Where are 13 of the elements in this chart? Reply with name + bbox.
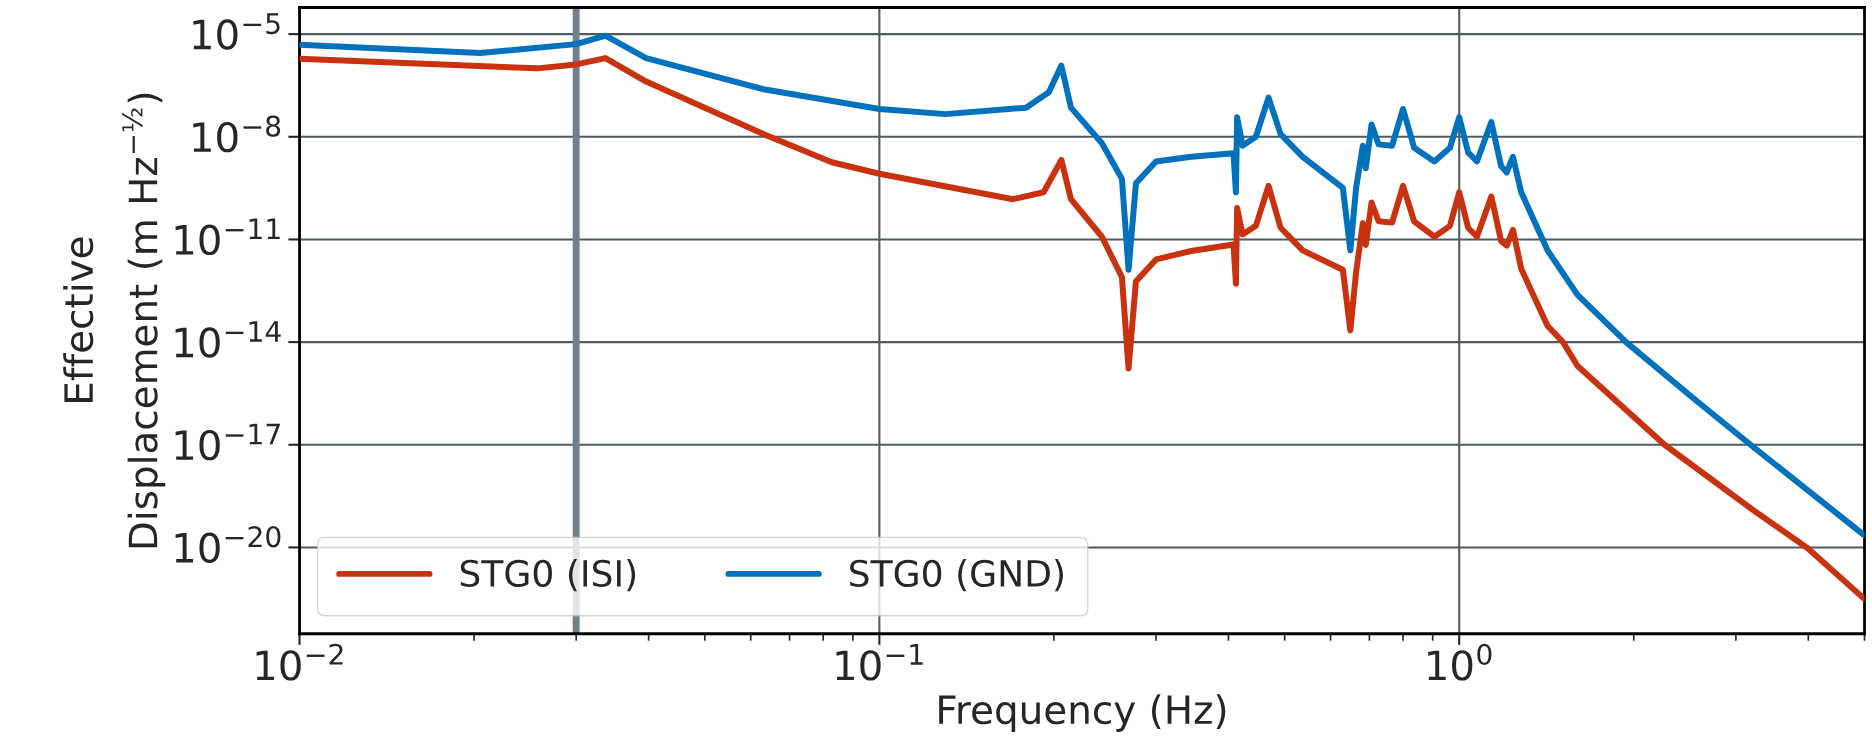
y-tick-label: 10$^{−5}$	[193, 13, 280, 50]
x-axis-title: Frequency (Hz)	[939, 694, 1226, 732]
x-tick-label: 10$^{−1}$	[836, 644, 923, 681]
legend-label: STG0 (ISI)	[460, 559, 636, 592]
x-tick-label: 10$^{−2}$	[256, 643, 343, 681]
y-tick-label: 10$^{−14}$	[175, 321, 281, 358]
y-tick-label: 10$^{−17}$	[175, 423, 280, 461]
y-tick-label: 10$^{−11}$	[175, 218, 280, 256]
legend-label: STG0 (GND)	[850, 559, 1063, 592]
y-tick-label: 10$^{−20}$	[175, 526, 281, 563]
y-axis-title: Effective Displacement (m Hz$^{−½}$)	[63, 93, 166, 548]
y-tick-label: 10$^{−8}$	[193, 115, 281, 153]
x-tick-label: 10$^{0}$	[1428, 643, 1492, 681]
